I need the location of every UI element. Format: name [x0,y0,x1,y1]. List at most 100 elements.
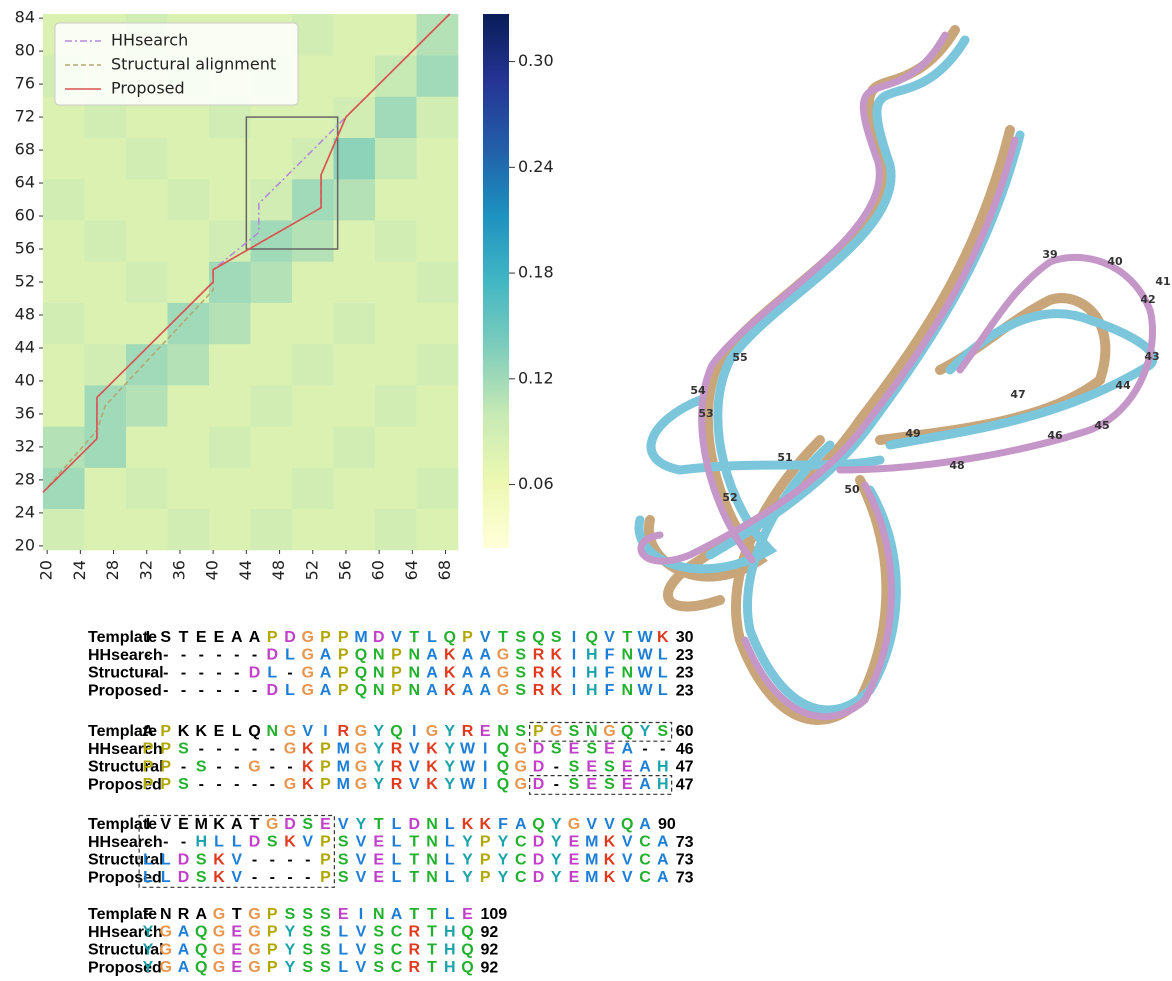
sequence: LLDSKV----PSVELTNLYPYCDYEMKVCA [143,869,669,886]
heatmap-cell [417,179,459,221]
residue: N [373,682,385,699]
row-name: Structural [88,665,164,682]
residue: - [642,741,647,758]
colorbar [483,14,509,548]
residue: R [533,682,545,699]
residue: N [426,834,438,851]
residue: - [287,759,292,776]
residue: M [337,759,350,776]
residue: A [249,629,261,646]
heatmap-cell [85,426,127,468]
residue: T [427,924,437,941]
residue: Y [373,759,384,776]
heatmap-cell [43,220,85,262]
heatmap-cell [417,96,459,138]
residue: G [284,776,296,793]
residue: W [637,647,653,664]
residue: T [179,629,189,646]
residue: V [356,924,367,941]
residue: N [426,816,438,833]
residue: P [267,924,278,941]
residue: S [338,869,349,886]
heatmap-cell [43,179,85,221]
row-name: HHsearch [88,834,163,851]
y-tick-label: 68 [15,140,35,159]
residue: - [234,665,239,682]
residue: G [284,741,296,758]
residue: F [498,816,508,833]
residue: I [483,741,487,758]
heatmap-cell [251,220,293,262]
residue: R [391,759,403,776]
heatmap-cell [251,468,293,510]
residue: K [604,869,616,886]
row-end: 90 [658,816,676,833]
residue-label: 51 [777,451,792,464]
residue: Y [143,924,154,941]
residue: - [234,647,239,664]
residue: M [585,834,598,851]
residue: K [213,869,225,886]
residue: G [302,682,314,699]
heatmap-cell [417,55,459,97]
residue: E [373,852,384,869]
residue: N [373,665,385,682]
heatmap-cell [334,55,376,97]
residue: K [178,723,190,740]
x-tick-label: 68 [435,560,454,580]
residue: - [252,682,257,699]
row-end: 47 [676,776,694,793]
residue: Y [462,834,473,851]
row-end: 109 [481,906,508,923]
residue: - [252,647,257,664]
residue: P [143,759,154,776]
residue: A [320,682,332,699]
residue: S [657,723,668,740]
residue: Y [551,834,562,851]
heatmap-cell [126,385,168,427]
residue: L [143,852,153,869]
residue: - [287,852,292,869]
residue: D [266,647,278,664]
residue-label: 46 [1047,429,1063,442]
residue: L [445,816,455,833]
sequence: ISTEEAAPDGPPMDVTLQPVTSQSIQVTWK [146,629,669,646]
residue: N [586,723,598,740]
residue: - [145,682,150,699]
residue: S [302,906,313,923]
residue: Y [498,834,509,851]
residue: L [338,942,348,959]
residue: C [391,959,403,976]
heatmap-cell [85,220,127,262]
residue: - [199,741,204,758]
residue: G [302,629,314,646]
residue: S [373,924,384,941]
sequence: APKKELQNGVIRGYQIGYRENSPGSNGQYS [142,723,668,740]
residue: D [178,869,190,886]
residue: G [355,759,367,776]
residue-label: 42 [1140,293,1155,306]
residue: I [146,816,150,833]
heatmap-cell [375,14,417,56]
heatmap-cell [209,426,251,468]
residue: Y [462,869,473,886]
residue: L [445,869,455,886]
residue: E [569,852,580,869]
row-end: 23 [676,647,694,664]
residue: L [658,682,668,699]
residue: A [515,816,527,833]
residue: W [637,682,653,699]
residue: W [460,741,476,758]
residue: P [338,647,349,664]
residue: E [338,906,349,923]
heatmap-cell [375,179,417,221]
residue: Q [497,741,509,758]
residue: Q [621,816,633,833]
residue: P [267,959,278,976]
heatmap-cell [168,261,210,303]
residue: S [302,924,313,941]
residue: V [160,816,171,833]
residue: M [585,869,598,886]
residue: F [143,906,153,923]
